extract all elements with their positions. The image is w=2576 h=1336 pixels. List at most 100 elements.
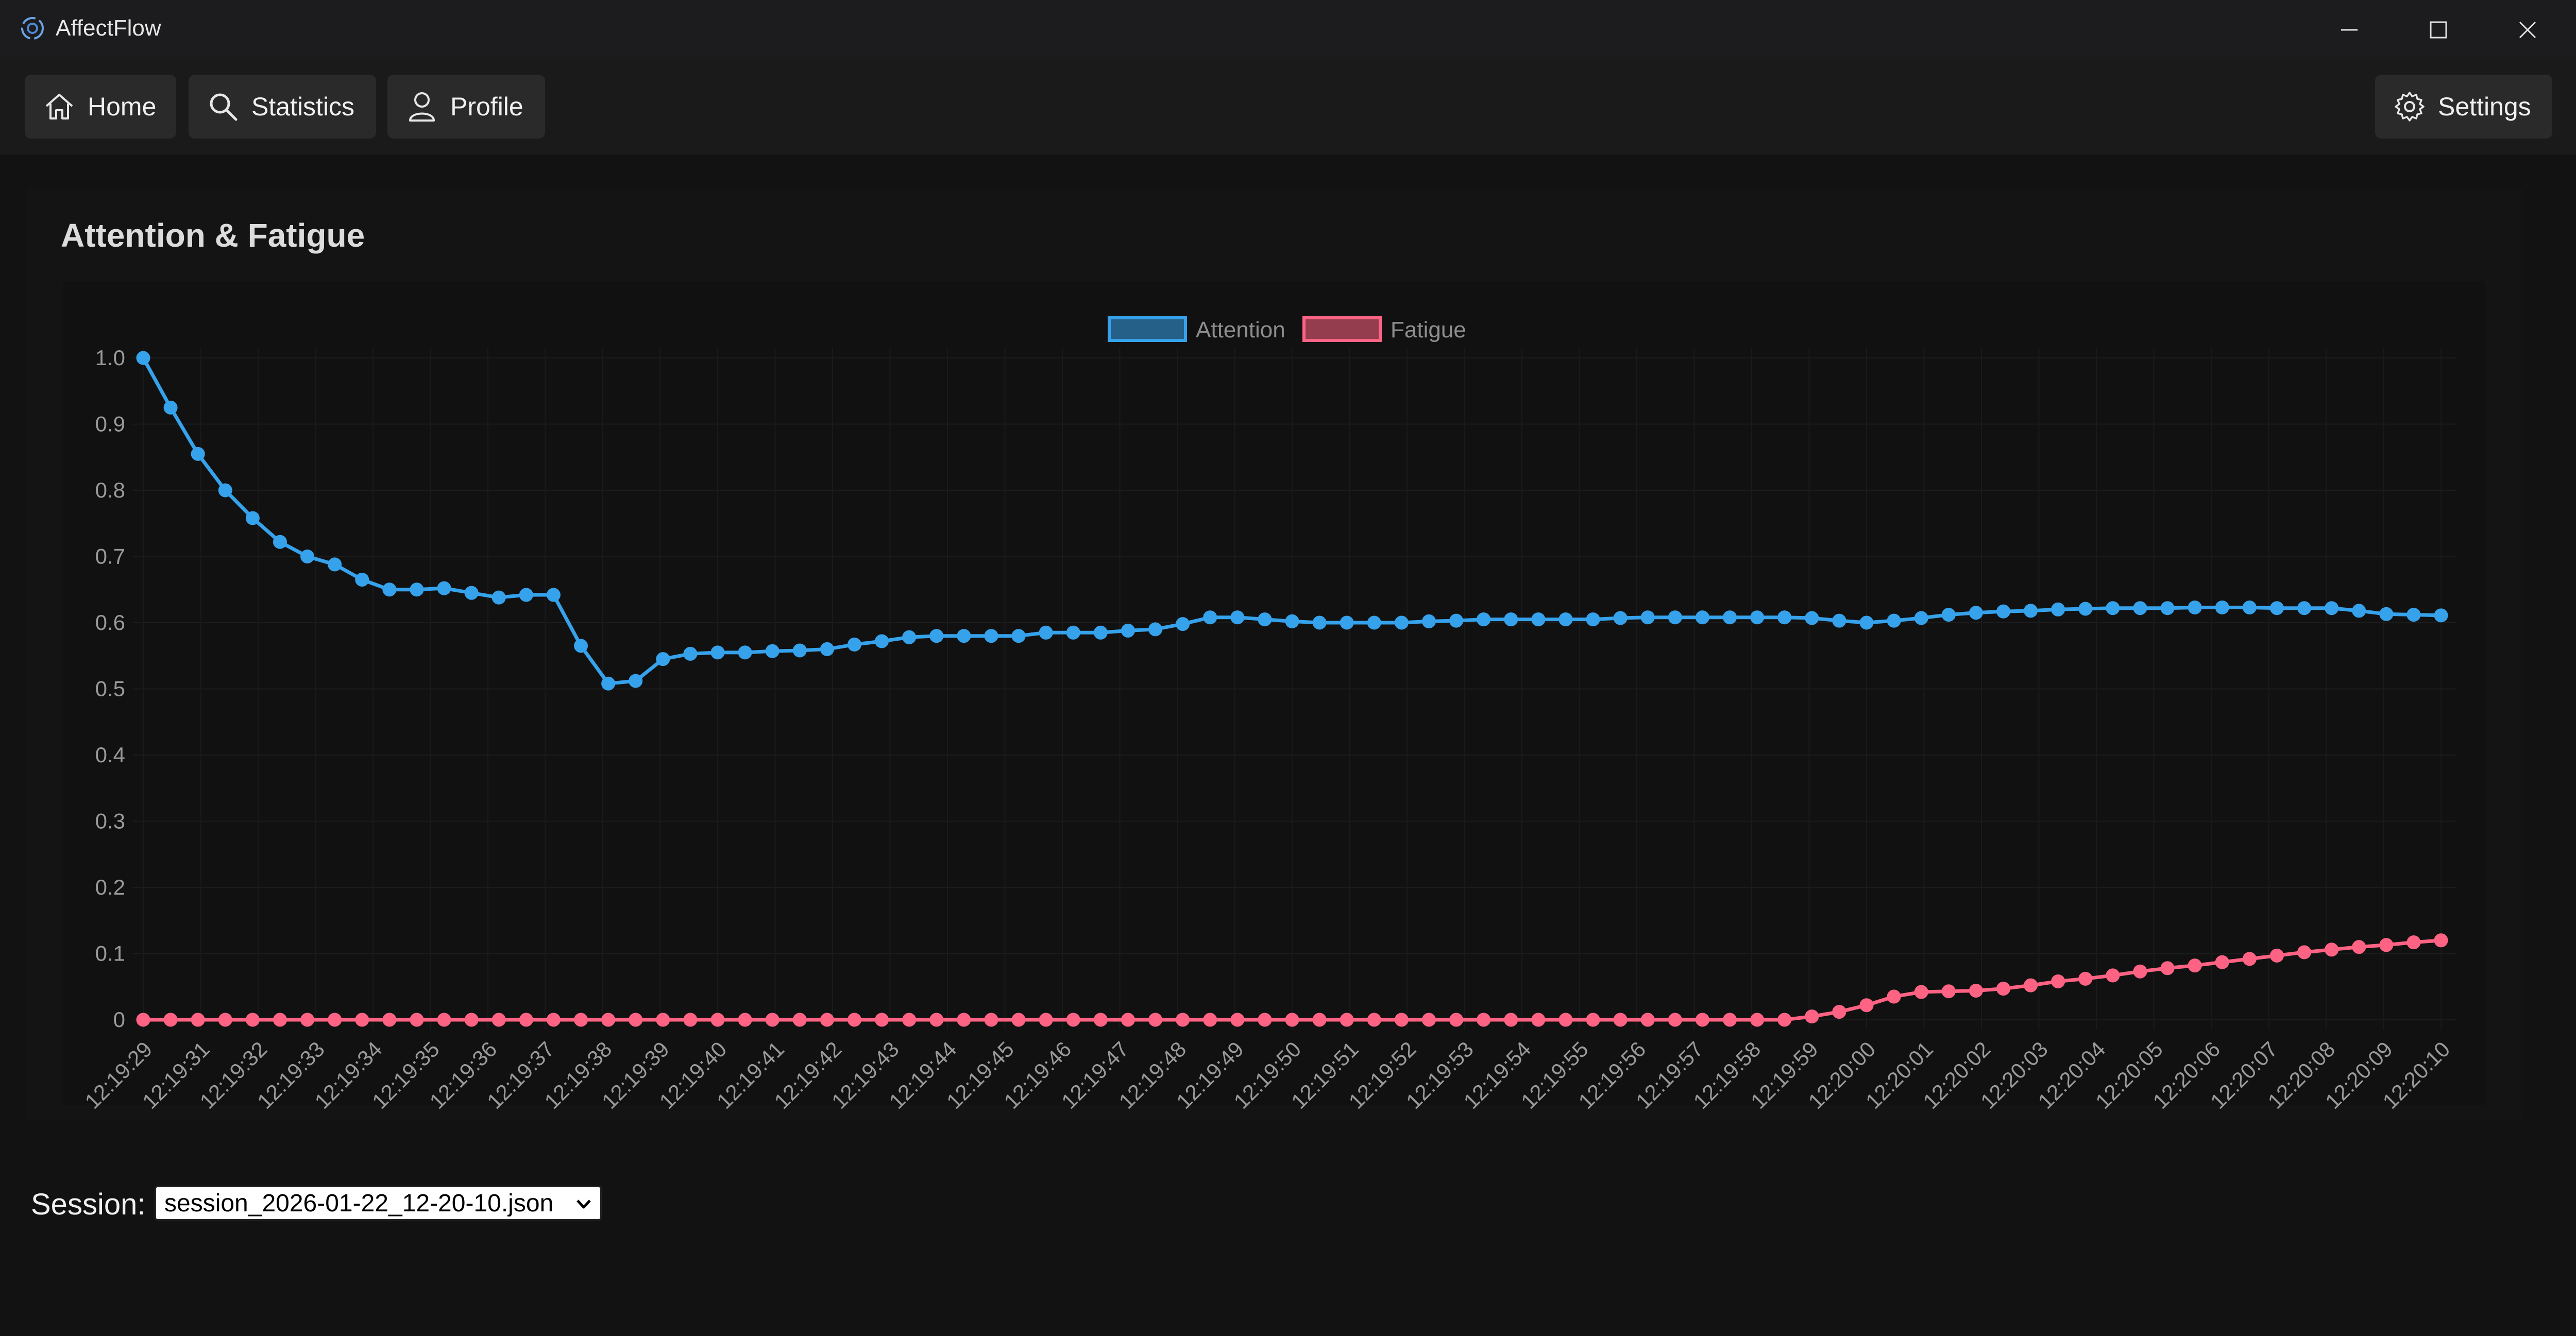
fatigue-data-point[interactable] bbox=[1996, 982, 2010, 996]
fatigue-data-point[interactable] bbox=[1723, 1013, 1737, 1027]
fatigue-data-point[interactable] bbox=[1695, 1013, 1709, 1027]
fatigue-data-point[interactable] bbox=[2024, 978, 2038, 992]
attention-data-point[interactable] bbox=[2352, 604, 2366, 618]
attention-data-point[interactable] bbox=[218, 483, 232, 498]
fatigue-data-point[interactable] bbox=[902, 1013, 917, 1027]
minimize-button[interactable] bbox=[2308, 0, 2391, 59]
attention-data-point[interactable] bbox=[847, 637, 861, 652]
attention-data-point[interactable] bbox=[984, 629, 998, 643]
attention-data-point[interactable] bbox=[136, 351, 150, 365]
maximize-button[interactable] bbox=[2397, 0, 2480, 59]
attention-data-point[interactable] bbox=[328, 557, 342, 572]
settings-button[interactable]: Settings bbox=[2375, 75, 2552, 139]
fatigue-data-point[interactable] bbox=[1914, 985, 1928, 999]
attention-data-point[interactable] bbox=[1258, 612, 1272, 627]
fatigue-data-point[interactable] bbox=[273, 1013, 287, 1027]
attention-data-point[interactable] bbox=[1832, 613, 1846, 628]
fatigue-data-point[interactable] bbox=[1039, 1013, 1053, 1027]
fatigue-data-point[interactable] bbox=[218, 1013, 232, 1027]
attention-data-point[interactable] bbox=[519, 588, 533, 602]
attention-data-point[interactable] bbox=[875, 634, 889, 648]
attention-data-point[interactable] bbox=[1668, 610, 1682, 625]
fatigue-data-point[interactable] bbox=[1750, 1013, 1765, 1027]
attention-data-point[interactable] bbox=[683, 646, 698, 661]
attention-data-point[interactable] bbox=[273, 535, 287, 549]
attention-data-point[interactable] bbox=[1011, 629, 1026, 643]
legend-item-fatigue[interactable]: Fatigue bbox=[1302, 316, 1466, 342]
attention-data-point[interactable] bbox=[1887, 613, 1901, 628]
fatigue-data-point[interactable] bbox=[656, 1013, 670, 1027]
fatigue-data-point[interactable] bbox=[2406, 935, 2421, 950]
attention-data-point[interactable] bbox=[2078, 602, 2093, 616]
attention-data-point[interactable] bbox=[1148, 622, 1163, 637]
fatigue-data-point[interactable] bbox=[2379, 938, 2394, 952]
fatigue-data-point[interactable] bbox=[2051, 974, 2065, 988]
fatigue-data-point[interactable] bbox=[629, 1013, 643, 1027]
fatigue-data-point[interactable] bbox=[1859, 998, 1874, 1013]
attention-data-point[interactable] bbox=[492, 590, 506, 605]
fatigue-data-point[interactable] bbox=[820, 1013, 834, 1027]
attention-data-point[interactable] bbox=[191, 447, 205, 461]
fatigue-data-point[interactable] bbox=[1887, 989, 1901, 1004]
fatigue-data-point[interactable] bbox=[1421, 1013, 1436, 1027]
profile-button[interactable]: Profile bbox=[387, 75, 545, 139]
fatigue-data-point[interactable] bbox=[136, 1013, 150, 1027]
attention-data-point[interactable] bbox=[2024, 604, 2038, 618]
attention-data-point[interactable] bbox=[2269, 601, 2284, 615]
attention-data-point[interactable] bbox=[1367, 615, 1381, 630]
attention-data-point[interactable] bbox=[1394, 615, 1409, 630]
attention-data-point[interactable] bbox=[2434, 608, 2448, 623]
attention-data-point[interactable] bbox=[1504, 612, 1518, 627]
fatigue-data-point[interactable] bbox=[875, 1013, 889, 1027]
attention-data-point[interactable] bbox=[1093, 625, 1108, 640]
attention-data-point[interactable] bbox=[1586, 612, 1600, 627]
attention-data-point[interactable] bbox=[1477, 612, 1491, 627]
attention-data-point[interactable] bbox=[1066, 625, 1080, 640]
attention-data-point[interactable] bbox=[2133, 601, 2147, 615]
attention-data-point[interactable] bbox=[820, 642, 834, 656]
attention-data-point[interactable] bbox=[1969, 606, 1983, 620]
fatigue-data-point[interactable] bbox=[1558, 1013, 1573, 1027]
fatigue-data-point[interactable] bbox=[492, 1013, 506, 1027]
fatigue-data-point[interactable] bbox=[2269, 948, 2284, 963]
fatigue-data-point[interactable] bbox=[1449, 1013, 1464, 1027]
attention-data-point[interactable] bbox=[355, 572, 369, 587]
attention-data-point[interactable] bbox=[245, 511, 260, 525]
attention-data-point[interactable] bbox=[2051, 602, 2065, 616]
fatigue-data-point[interactable] bbox=[1093, 1013, 1108, 1027]
attention-data-point[interactable] bbox=[1695, 610, 1709, 625]
attention-data-point[interactable] bbox=[1312, 615, 1327, 630]
attention-data-point[interactable] bbox=[1203, 610, 1217, 625]
fatigue-data-point[interactable] bbox=[300, 1013, 315, 1027]
attention-data-point[interactable] bbox=[1039, 625, 1053, 640]
attention-data-point[interactable] bbox=[2106, 601, 2120, 615]
fatigue-data-point[interactable] bbox=[2352, 940, 2366, 954]
fatigue-data-point[interactable] bbox=[2078, 971, 2093, 986]
fatigue-data-point[interactable] bbox=[1586, 1013, 1600, 1027]
attention-data-point[interactable] bbox=[300, 550, 315, 563]
attention-data-point[interactable] bbox=[1941, 608, 1956, 622]
attention-data-point[interactable] bbox=[929, 629, 944, 643]
fatigue-data-point[interactable] bbox=[1668, 1013, 1682, 1027]
fatigue-data-point[interactable] bbox=[1011, 1013, 1026, 1027]
fatigue-data-point[interactable] bbox=[765, 1013, 779, 1027]
attention-data-point[interactable] bbox=[1640, 610, 1655, 625]
fatigue-data-point[interactable] bbox=[1176, 1013, 1190, 1027]
fatigue-data-point[interactable] bbox=[984, 1013, 998, 1027]
fatigue-data-point[interactable] bbox=[2434, 933, 2448, 948]
attention-data-point[interactable] bbox=[765, 644, 779, 658]
session-select[interactable]: session_2026-01-22_12-20-10.json bbox=[155, 1186, 602, 1221]
fatigue-data-point[interactable] bbox=[1777, 1013, 1792, 1027]
fatigue-data-point[interactable] bbox=[245, 1013, 260, 1027]
fatigue-data-point[interactable] bbox=[1258, 1013, 1272, 1027]
attention-data-point[interactable] bbox=[902, 630, 917, 644]
fatigue-data-point[interactable] bbox=[410, 1013, 424, 1027]
fatigue-data-point[interactable] bbox=[1121, 1013, 1135, 1027]
fatigue-data-point[interactable] bbox=[792, 1013, 807, 1027]
fatigue-data-point[interactable] bbox=[847, 1013, 861, 1027]
fatigue-data-point[interactable] bbox=[437, 1013, 451, 1027]
attention-data-point[interactable] bbox=[1859, 615, 1874, 630]
fatigue-data-point[interactable] bbox=[738, 1013, 752, 1027]
home-button[interactable]: Home bbox=[25, 75, 176, 139]
fatigue-data-point[interactable] bbox=[710, 1013, 725, 1027]
